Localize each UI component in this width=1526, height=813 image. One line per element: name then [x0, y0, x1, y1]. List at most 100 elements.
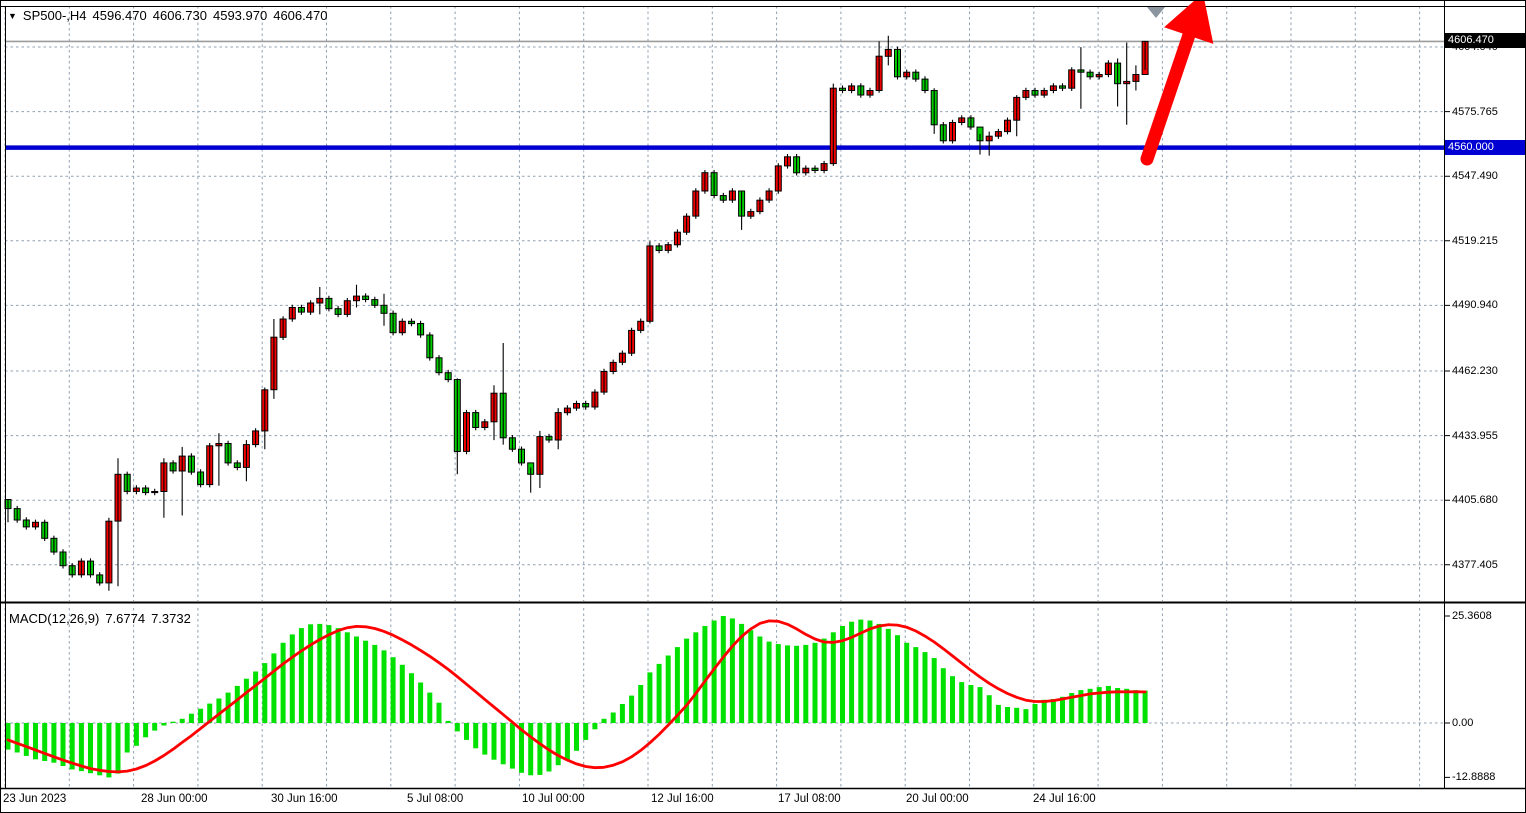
chart-title: ▼ SP500-,H4 4596.470 4606.730 4593.970 4606.4… — [8, 8, 327, 23]
macd-histogram-bar — [757, 636, 763, 723]
macd-histogram-bar — [619, 704, 625, 723]
macd-histogram-bar — [179, 718, 185, 723]
trend-arrow-shaft[interactable] — [1140, 28, 1196, 166]
macd-histogram-bar — [243, 678, 249, 723]
macd-histogram-bar — [262, 663, 268, 723]
macd-histogram-bar — [1041, 699, 1047, 723]
macd-histogram-bar — [876, 623, 882, 723]
macd-histogram-bar — [1069, 693, 1075, 723]
macd-histogram-bar — [638, 685, 644, 723]
macd-histogram-bar — [1096, 687, 1102, 723]
macd-histogram-bar — [418, 682, 424, 723]
macd-histogram-bar — [1105, 685, 1111, 723]
macd-histogram-bar — [454, 723, 460, 732]
macd-histogram-bar — [931, 658, 937, 723]
macd-histogram-bar — [363, 640, 369, 723]
macd-histogram-bar — [464, 723, 469, 740]
macd-histogram-bar — [188, 713, 194, 723]
macd-histogram-bar — [940, 668, 946, 723]
macd-histogram-bar — [1087, 688, 1093, 723]
macd-histogram-bar — [69, 723, 75, 770]
macd-histogram-bar — [729, 618, 735, 723]
macd-histogram-bar — [1032, 704, 1038, 723]
macd-histogram-bar — [739, 623, 745, 723]
macd-histogram-bar — [766, 641, 772, 723]
macd-histogram-bar — [491, 723, 497, 760]
macd-histogram-bar — [143, 723, 149, 738]
ohlc-high: 4606.730 — [152, 8, 207, 23]
macd-histogram-bar — [583, 723, 589, 740]
macd-histogram-bar — [161, 723, 167, 726]
macd-histogram-bar — [629, 695, 635, 723]
macd-histogram-bar — [986, 695, 992, 723]
macd-histogram-bar — [785, 645, 790, 723]
trend-arrow-head[interactable] — [1164, 1, 1214, 44]
macd-histogram-bar — [1060, 696, 1065, 723]
macd-histogram-bar — [555, 723, 561, 766]
macd-histogram-bar — [152, 723, 158, 731]
macd-histogram-bar — [647, 672, 653, 723]
ohlc-low: 4593.970 — [212, 8, 268, 23]
macd-histogram-bar — [124, 723, 130, 753]
macd-histogram-bar — [207, 703, 213, 723]
macd-histogram-bar — [354, 636, 359, 723]
macd-histogram-bar — [830, 632, 836, 723]
macd-histogram-bar — [170, 721, 176, 723]
ohlc-close: 4606.470 — [273, 8, 328, 23]
current-price-tag: 4606.470 — [1445, 33, 1525, 49]
macd-histogram-bar — [674, 647, 680, 723]
macd-histogram-bar — [711, 620, 717, 723]
macd-histogram-bar — [115, 723, 121, 774]
macd-histogram-bar — [1050, 699, 1056, 723]
macd-histogram-bar — [88, 723, 93, 774]
macd-histogram-bar — [748, 630, 754, 723]
macd-histogram-bar — [23, 723, 29, 756]
macd-histogram-bar — [253, 671, 259, 723]
macd-histogram-bar — [1142, 690, 1148, 723]
macd-histogram-bar — [803, 644, 809, 723]
macd-histogram-bar — [913, 647, 919, 723]
macd-histogram-bar — [519, 723, 524, 773]
macd-histogram-bar — [427, 692, 433, 723]
macd-histogram-bar — [794, 645, 800, 723]
macd-histogram-bar — [858, 619, 864, 723]
level-4560-tag: 4560.000 — [1445, 139, 1525, 155]
ohlc-open: 4596.470 — [92, 8, 147, 23]
macd-histogram-bar — [317, 623, 323, 723]
macd-histogram-bar — [867, 620, 873, 723]
macd-histogram-bar — [904, 642, 910, 723]
macd-histogram-bar — [78, 723, 84, 772]
macd-histogram-bar — [849, 621, 855, 723]
macd-histogram-bar — [610, 712, 616, 723]
macd-indicator-label: MACD(12,26,9) 7.6774 7.3732 — [9, 611, 191, 626]
macd-histogram-bar — [1078, 690, 1084, 723]
macd-histogram-bar — [335, 628, 341, 723]
macd-histogram-bar — [968, 685, 974, 723]
macd-histogram-bar — [308, 624, 314, 723]
macd-histogram-bar — [922, 652, 928, 723]
macd-histogram-bar — [546, 723, 552, 772]
macd-histogram-bar — [51, 723, 57, 763]
macd-histogram-bar — [399, 664, 405, 723]
macd-histogram-bar — [959, 682, 965, 723]
macd-histogram-bar — [216, 698, 222, 723]
macd-histogram-bar — [1005, 707, 1010, 723]
macd-value: 7.6774 — [105, 611, 146, 626]
macd-histogram-bar — [950, 676, 955, 723]
chart-shift-marker-icon[interactable] — [1147, 7, 1165, 18]
macd-histogram-bar — [409, 673, 414, 723]
symbol-marker-icon[interactable]: ▼ — [8, 11, 17, 21]
macd-histogram-bar — [33, 723, 38, 760]
macd-histogram-bar — [97, 723, 103, 776]
macd-histogram-bar — [821, 638, 827, 723]
macd-histogram-bar — [289, 634, 295, 723]
macd-histogram-bar — [977, 687, 983, 723]
macd-signal-line — [6, 619, 1147, 774]
macd-histogram-bar — [500, 723, 506, 765]
macd-histogram-bar — [702, 626, 708, 723]
macd-signal-value: 7.3732 — [151, 611, 191, 626]
macd-histogram-bar — [1023, 709, 1029, 723]
macd-histogram-bar — [344, 632, 350, 723]
